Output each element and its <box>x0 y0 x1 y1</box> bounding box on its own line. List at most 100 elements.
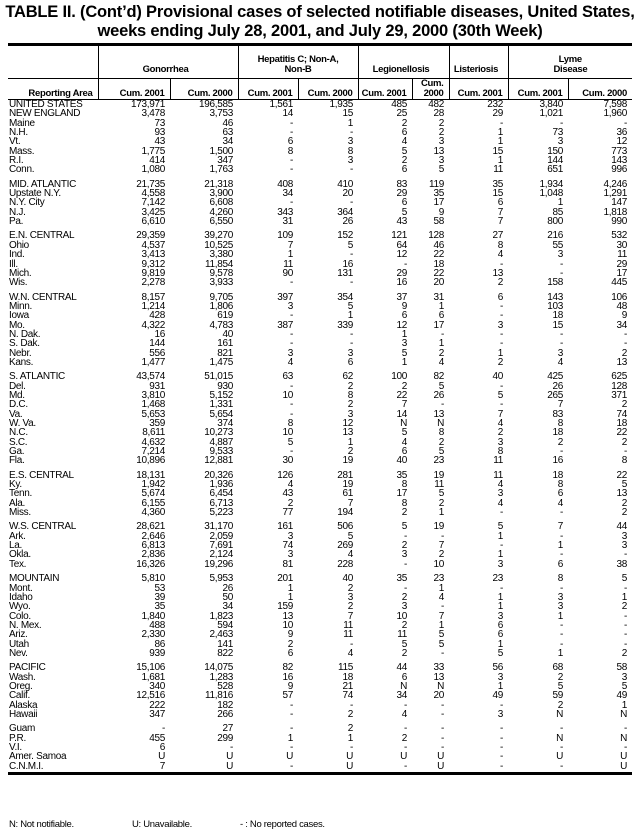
subheader-cell: Cum. 2000 <box>411 78 449 100</box>
case-count-cell: 4,887 <box>209 436 233 448</box>
table-row: Utah 86 141 2 - 5 5 1 - - <box>8 639 632 649</box>
case-count-cell: 4,260 <box>209 206 233 218</box>
case-count-cell: 5 <box>438 446 445 458</box>
case-count-cell: - <box>559 328 563 340</box>
case-count-cell: - <box>403 723 407 735</box>
case-count-cell: - <box>349 197 353 209</box>
reporting-area-name: MOUNTAIN <box>9 573 60 585</box>
case-count-cell: 3 <box>287 347 294 359</box>
case-count-cell: 1,942 <box>141 479 165 491</box>
table-row: N.H. 93 63 - - 6 2 1 73 36 <box>8 127 632 137</box>
table-row: V.I. 6 - - - - - - - - <box>8 742 632 753</box>
case-count-cell: 144 <box>547 155 563 167</box>
case-count-cell: 40 <box>342 573 353 585</box>
case-count-cell: 340 <box>149 680 165 692</box>
reporting-area-name: Hawaii <box>9 708 38 720</box>
case-count-cell: U <box>437 751 444 763</box>
case-count-cell: U <box>298 761 358 776</box>
case-count-cell: - <box>559 582 563 594</box>
case-count-cell: 1 <box>497 549 504 561</box>
table-row: Mont. 53 26 1 2 - 1 - - - <box>8 582 632 594</box>
case-count-cell: 1 <box>438 338 445 350</box>
case-count-cell: 53 <box>154 582 165 594</box>
case-count-cell: - <box>440 328 444 340</box>
case-count-cell: 822 <box>217 647 233 659</box>
reporting-area-name: Ind. <box>9 249 25 261</box>
case-count-cell: 1,468 <box>141 399 165 411</box>
reporting-area-name: N.C. <box>9 427 28 439</box>
case-count-cell: 35 <box>433 188 444 200</box>
header-gonorrhea: Gonorrhea <box>97 43 238 79</box>
case-count-cell: 34 <box>222 601 233 613</box>
case-count-cell: 11 <box>493 455 503 467</box>
case-count-cell: - <box>289 742 293 753</box>
case-count-cell: 82 <box>433 371 444 383</box>
case-count-cell: - <box>499 117 503 129</box>
case-count-cell: 37 <box>396 291 407 303</box>
case-count-cell: 228 <box>337 558 353 570</box>
case-count-cell: 6 <box>401 164 408 176</box>
case-count-cell: - <box>349 249 353 261</box>
case-count-cell: 2 <box>401 507 408 519</box>
case-count-cell: - <box>349 338 353 350</box>
case-count-cell: 1,840 <box>141 610 165 622</box>
reporting-area-name: Kans. <box>9 356 34 368</box>
case-count-cell: 397 <box>277 291 293 303</box>
case-count-cell: - <box>499 751 503 763</box>
case-count-cell: 39,270 <box>204 230 233 242</box>
case-count-cell: 9,819 <box>141 267 165 279</box>
case-count-cell: 103 <box>547 300 563 312</box>
case-count-cell: - <box>349 699 353 711</box>
case-count-cell: 13 <box>616 356 628 368</box>
case-count-cell: 1 <box>401 328 408 340</box>
case-count-cell: - <box>499 582 503 594</box>
case-count-cell: 3,753 <box>209 108 233 120</box>
notifiable-diseases-table: Gonorrhea Hepatitis C; Non-A, Non-B Legi… <box>8 43 633 776</box>
case-count-cell: 30 <box>616 239 628 251</box>
case-count-cell: - <box>623 328 628 340</box>
reporting-area-name: UNITED STATES <box>9 99 83 110</box>
case-count-cell: 3 <box>347 347 354 359</box>
case-count-cell: 2 <box>621 497 628 509</box>
case-count-cell: - <box>623 446 628 458</box>
case-count-cell: 7,214 <box>141 446 165 458</box>
case-count-cell: - <box>440 530 444 542</box>
case-count-cell: 414 <box>149 155 165 167</box>
table-row: Vt. 43 34 6 3 4 3 1 3 12 <box>8 136 632 148</box>
case-count-cell: 485 <box>391 99 407 110</box>
case-count-cell: - <box>289 164 293 176</box>
header-lyme-disease: Lyme Disease <box>507 43 633 79</box>
case-count-cell: 2 <box>438 549 445 561</box>
case-count-cell: 2 <box>497 427 504 439</box>
table-row: Ga. 7,214 9,533 - 2 6 5 8 - - <box>8 446 632 458</box>
case-count-cell: N <box>620 732 628 744</box>
case-count-cell: 16 <box>342 258 353 270</box>
case-count-cell: 7 <box>438 540 445 552</box>
case-count-cell: 11 <box>493 469 503 481</box>
case-count-cell: 6 <box>438 310 445 322</box>
case-count-cell: 2,463 <box>209 629 233 641</box>
case-count-cell: 9 <box>438 206 445 218</box>
reporting-area-name: N.Y. City <box>9 197 45 209</box>
reporting-area-name: Colo. <box>9 610 31 622</box>
case-count-cell: 4,632 <box>141 436 165 448</box>
reporting-area-name: Ill. <box>9 258 18 270</box>
case-count-cell: N <box>400 680 407 692</box>
case-count-cell: U <box>286 751 293 763</box>
reporting-area-name: Calif. <box>9 690 30 702</box>
case-count-cell: 3 <box>438 155 445 167</box>
case-count-cell: 4 <box>557 356 564 368</box>
case-count-cell: - <box>289 310 293 322</box>
case-count-cell: - <box>499 723 503 735</box>
table-row: Tenn. 5,674 6,454 43 61 17 5 3 6 13 <box>8 489 632 499</box>
case-count-cell: - <box>623 619 628 631</box>
case-count-cell: 19 <box>433 521 444 533</box>
case-count-cell: 3 <box>347 136 354 148</box>
case-count-cell: - <box>289 197 293 209</box>
case-count-cell: 11 <box>397 629 407 641</box>
case-count-cell: 3 <box>438 136 445 148</box>
case-count-cell: 3 <box>497 558 504 570</box>
case-count-cell: 201 <box>277 573 293 585</box>
case-count-cell: 3 <box>287 549 294 561</box>
case-count-cell: U <box>556 751 563 763</box>
